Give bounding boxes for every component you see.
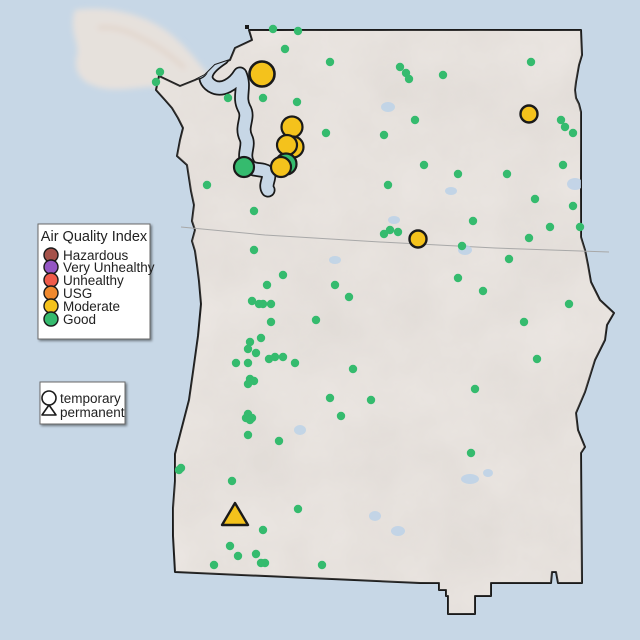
svg-text:permanent: permanent (60, 405, 125, 420)
svg-text:temporary: temporary (60, 391, 121, 406)
svg-text:Air Quality Index: Air Quality Index (41, 229, 148, 245)
svg-text:Good: Good (63, 312, 96, 327)
